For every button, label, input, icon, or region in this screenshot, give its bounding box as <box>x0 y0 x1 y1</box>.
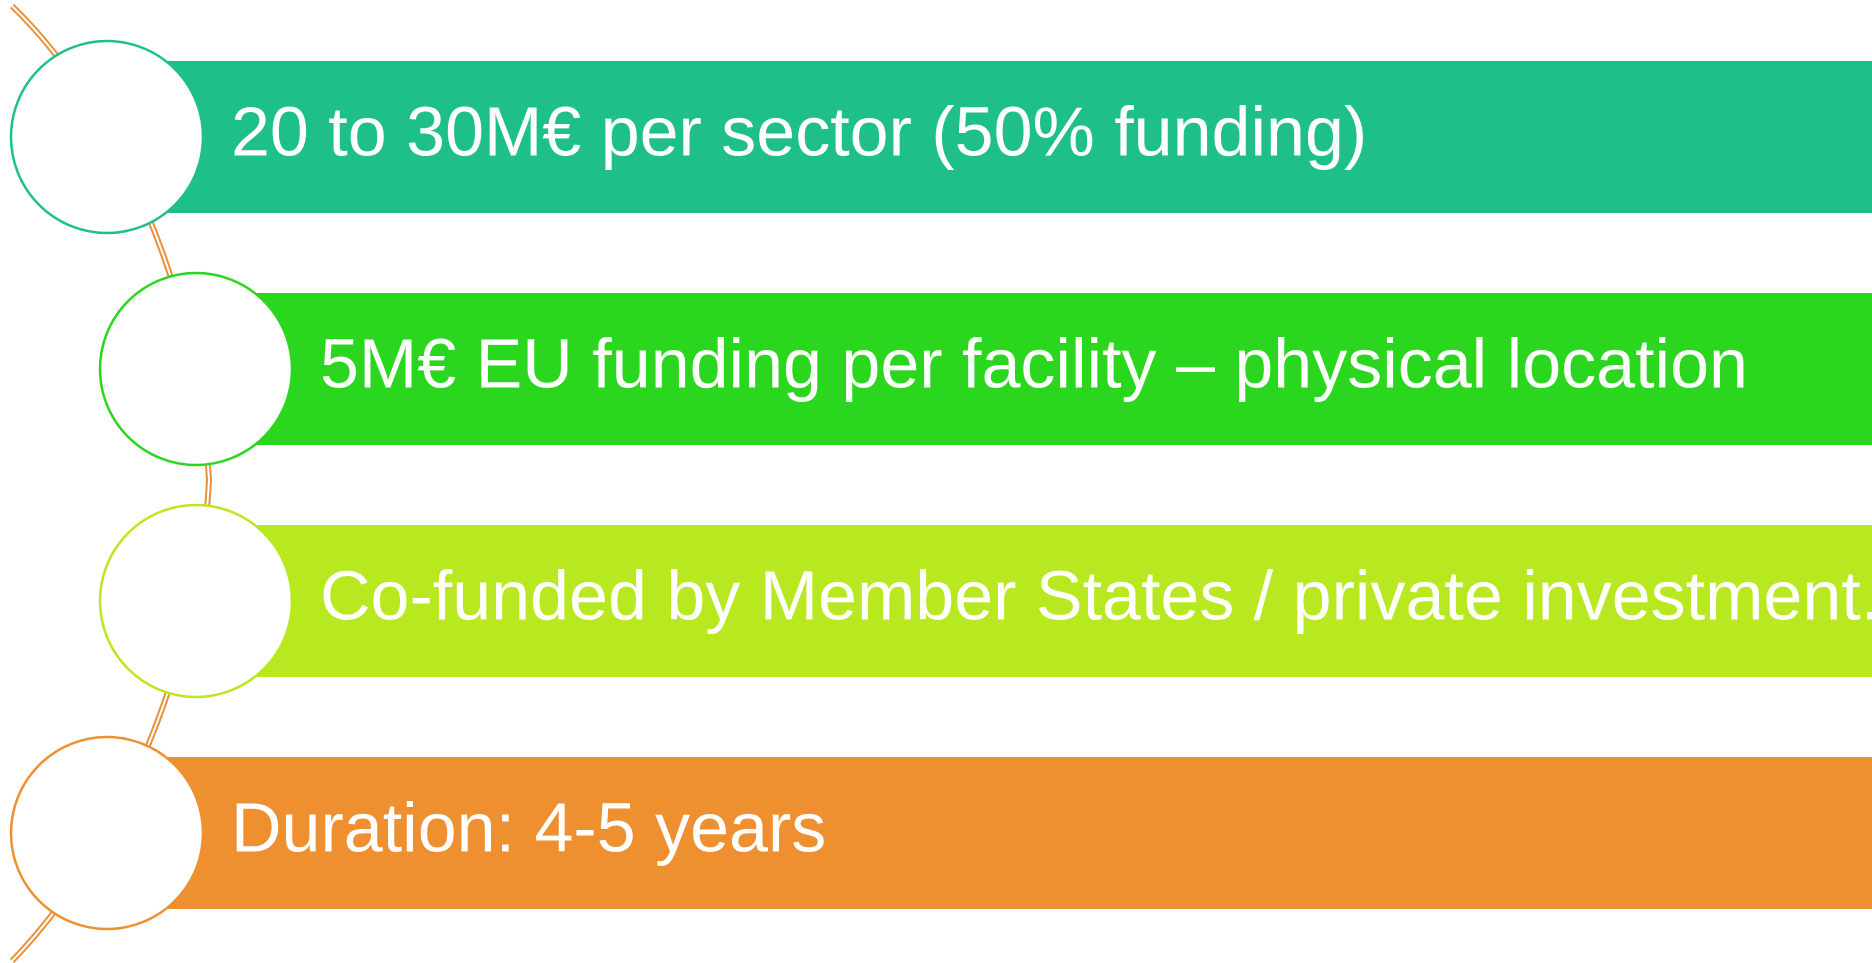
item-text: Co-funded by Member States / private inv… <box>320 556 1872 634</box>
item-circle <box>98 271 294 467</box>
item-text: 20 to 30M€ per sector (50% funding) <box>231 92 1367 170</box>
item-circle <box>9 39 205 235</box>
item-bar <box>147 757 1872 909</box>
item-bar <box>236 293 1872 445</box>
item-circle <box>9 735 205 931</box>
item-text: Duration: 4-5 years <box>231 788 826 866</box>
item-text: 5M€ EU funding per facility – physical l… <box>320 324 1748 402</box>
item-bar <box>147 61 1872 213</box>
item-bar <box>236 525 1872 677</box>
item-circle <box>98 503 294 699</box>
